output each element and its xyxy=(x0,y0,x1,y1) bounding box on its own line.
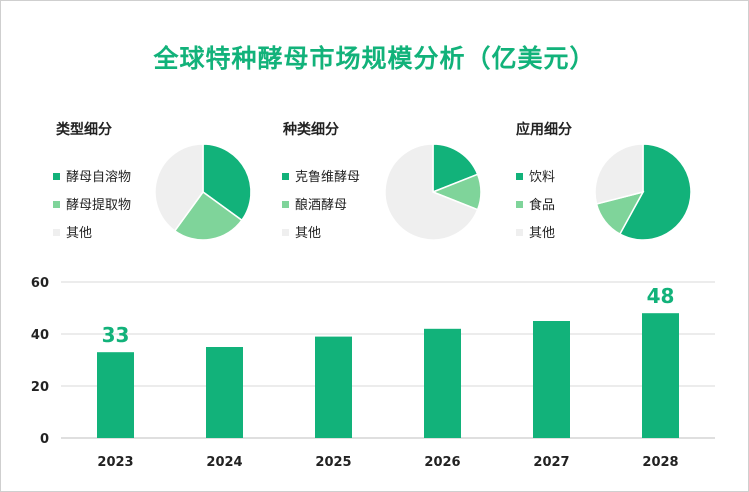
legend-label: 酵母自溶物 xyxy=(66,170,132,185)
x-tick-label: 2028 xyxy=(642,455,678,470)
bar xyxy=(642,313,679,438)
pie-slice xyxy=(432,143,479,194)
bar xyxy=(424,328,461,438)
legend-item: 食品 xyxy=(516,194,555,213)
pie-slice xyxy=(594,143,644,205)
x-tick-label: 2025 xyxy=(315,455,351,470)
legend-swatch xyxy=(516,201,523,208)
legend-item: 饮料 xyxy=(516,166,555,185)
legend-swatch xyxy=(53,173,60,180)
data-label: 48 xyxy=(647,284,675,308)
legend-label: 克鲁维酵母 xyxy=(295,170,361,185)
legend-label: 酿酒酵母 xyxy=(295,198,348,213)
legend-swatch xyxy=(516,229,523,236)
legend-label: 其他 xyxy=(66,226,93,241)
legend-item: 酿酒酵母 xyxy=(282,194,347,213)
legend-swatch xyxy=(282,201,289,208)
legend-swatch xyxy=(53,229,60,236)
legend-swatch xyxy=(282,229,289,236)
bar xyxy=(315,336,352,438)
pie-title-application: 应用细分 xyxy=(516,122,572,138)
legend-label: 其他 xyxy=(295,226,322,241)
legend-swatch xyxy=(53,201,60,208)
bar xyxy=(206,347,243,438)
pie-slice xyxy=(618,143,692,241)
pie-slice xyxy=(173,190,243,241)
pie-slice xyxy=(154,143,204,232)
legend-label: 食品 xyxy=(529,198,556,213)
y-tick-label: 0 xyxy=(40,432,49,447)
x-tick-label: 2023 xyxy=(97,455,133,470)
y-tick-label: 40 xyxy=(31,328,49,343)
chart-title: 全球特种酵母市场规模分析（亿美元） xyxy=(153,44,596,73)
legend-label: 其他 xyxy=(529,226,556,241)
pie-title-type: 类型细分 xyxy=(56,122,112,138)
y-tick-label: 20 xyxy=(31,380,49,395)
bar xyxy=(97,352,134,438)
x-tick-label: 2026 xyxy=(424,455,460,470)
legend-swatch xyxy=(516,173,523,180)
x-tick-label: 2027 xyxy=(533,455,569,470)
legend-item: 克鲁维酵母 xyxy=(282,166,360,185)
data-label: 33 xyxy=(102,323,130,347)
pie-slice xyxy=(384,143,479,241)
legend-item: 酵母提取物 xyxy=(53,194,131,213)
legend-label: 酵母提取物 xyxy=(66,198,132,213)
legend-label: 饮料 xyxy=(529,170,556,185)
legend-item: 其他 xyxy=(516,222,555,241)
legend-item: 其他 xyxy=(53,222,92,241)
y-tick-label: 60 xyxy=(31,276,49,291)
pie-title-kind: 种类细分 xyxy=(283,122,339,138)
bar xyxy=(533,321,570,438)
legend-item: 酵母自溶物 xyxy=(53,166,131,185)
x-tick-label: 2024 xyxy=(206,455,242,470)
legend-item: 其他 xyxy=(282,222,321,241)
pie-slice xyxy=(202,143,252,222)
legend-swatch xyxy=(282,173,289,180)
